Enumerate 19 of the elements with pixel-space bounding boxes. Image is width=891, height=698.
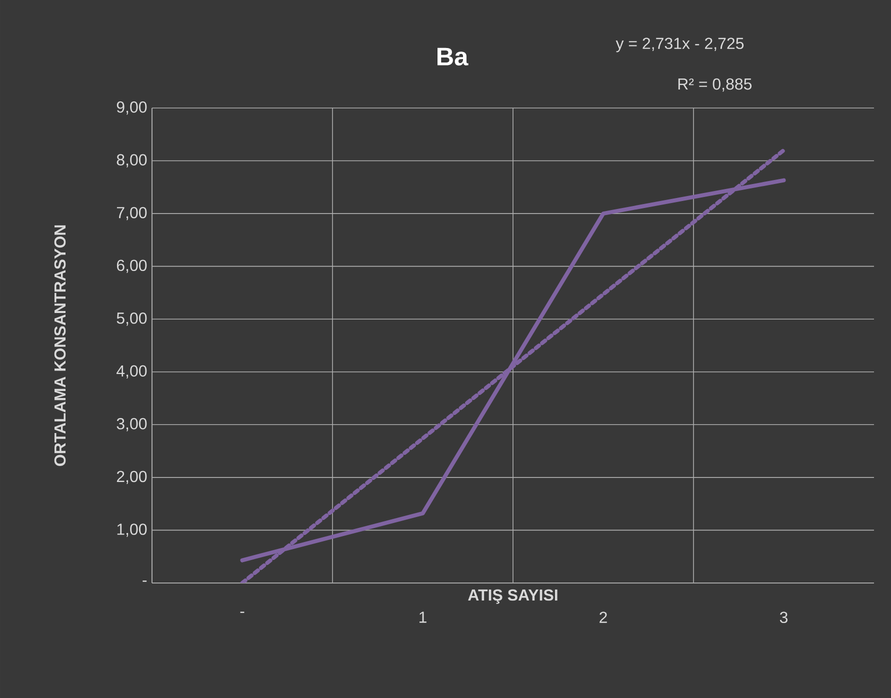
y-tick-label: 5,00 (116, 312, 147, 326)
text: y = 2,731x - 2,725 (616, 38, 744, 52)
y-tick-label: 4,00 (116, 365, 147, 378)
y-tick-label: 9,00 (116, 101, 147, 115)
y-axis-title: ORTALAMA KONSANTRASYON (54, 225, 66, 466)
y-tick-label: 2,00 (116, 470, 147, 484)
x-tick-label: 3 (780, 612, 788, 624)
x-tick-label: 1 (420, 612, 426, 623)
x-tick-label: - (240, 612, 244, 613)
chart-title: Ba (438, 48, 468, 66)
y-tick-label: 6,00 (116, 260, 147, 273)
y-tick-label: 1,00 (117, 524, 147, 537)
y-tick-label: 7,00 (116, 206, 147, 220)
y-tick-label: - (142, 580, 147, 582)
text: R² = 0,885 (678, 78, 752, 92)
x-axis-title: ATIŞ SAYISI (468, 589, 558, 604)
x-tick-label: 2 (600, 612, 607, 623)
y-tick-label: 8,00 (116, 154, 147, 168)
y-tick-label: 3,00 (116, 418, 147, 432)
